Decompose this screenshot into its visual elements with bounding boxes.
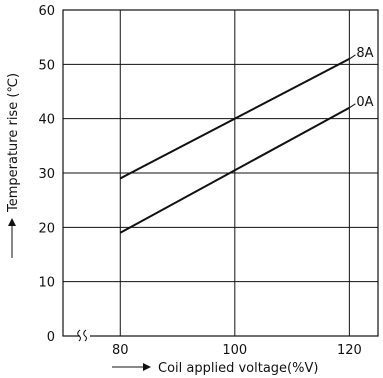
axis-break-mark-right (83, 329, 87, 342)
tick-labels: 0 10 20 30 40 50 60 80 100 120 (38, 4, 361, 358)
y-tick-label-20: 20 (38, 221, 55, 236)
series-line-0A (119, 106, 350, 234)
x-tick-label-120: 120 (337, 343, 362, 358)
grid (63, 10, 378, 336)
plot-border (62, 9, 379, 337)
y-tick-label-60: 60 (38, 4, 55, 19)
series-lines: 8A 0A (119, 46, 374, 234)
x-tick-label-100: 100 (222, 343, 247, 358)
series-line-8A (119, 58, 350, 180)
x-tick-label-80: 80 (112, 343, 129, 358)
y-tick-label-50: 50 (38, 58, 55, 73)
y-tick-label-0: 0 (47, 330, 55, 345)
series-label-leader-8A (349, 54, 356, 60)
series-label-leader-0A (349, 103, 356, 109)
y-axis-title: Temperature rise (℃) (6, 73, 21, 213)
x-axis-break-symbol (77, 329, 90, 342)
series-label-8A: 8A (356, 46, 373, 61)
series-label-0A: 0A (356, 95, 373, 110)
x-axis-title: Coil applied voltage(%V) (158, 361, 318, 376)
plot-frame (62, 9, 379, 337)
y-tick-label-10: 10 (38, 276, 55, 291)
axis-break-mark-left (77, 329, 81, 342)
y-tick-label-30: 30 (38, 167, 55, 182)
y-tick-label-40: 40 (38, 113, 55, 128)
